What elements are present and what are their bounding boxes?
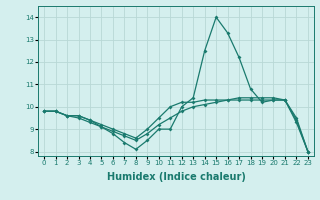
X-axis label: Humidex (Indice chaleur): Humidex (Indice chaleur) [107, 172, 245, 182]
